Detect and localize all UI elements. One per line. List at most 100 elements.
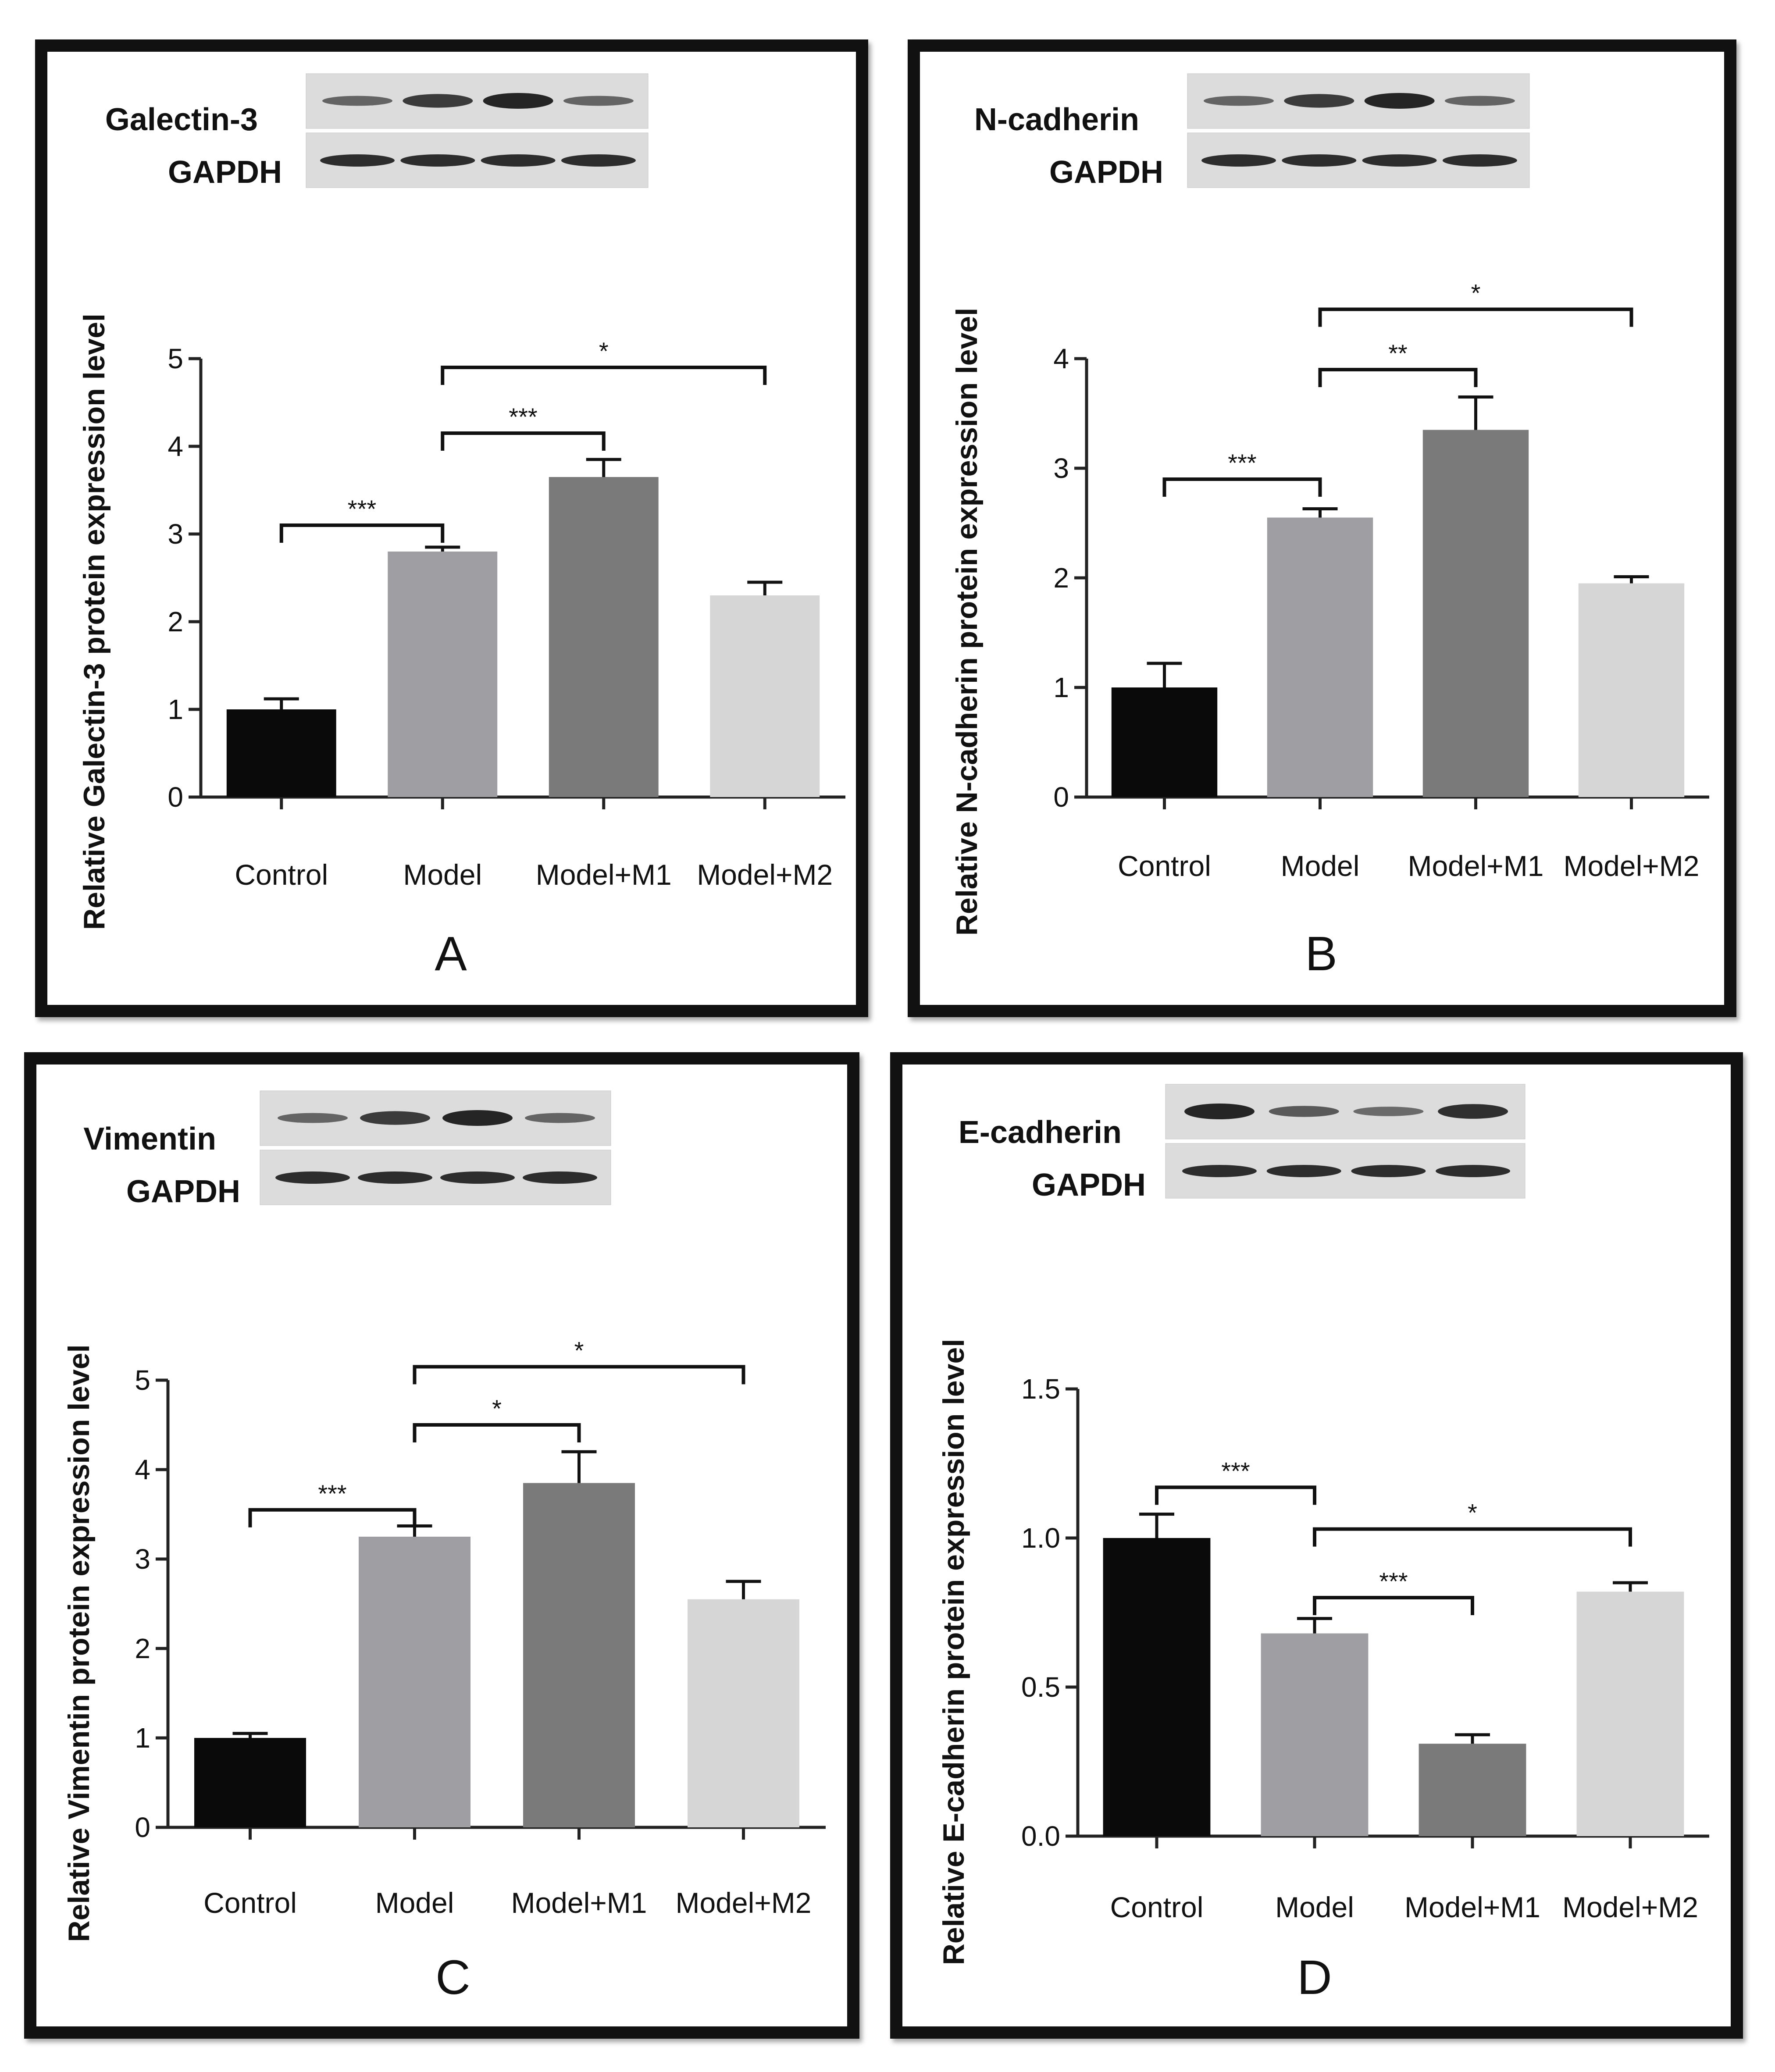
panel-b: N-cadherin GAPDH 0 1 2 3 4 Relative N-cadherin … (908, 39, 1736, 1017)
chart-c-significance-label: * (492, 1395, 502, 1422)
chart-d-category-label: Model (1275, 1891, 1354, 1923)
chart-c-category-label: Control (203, 1887, 297, 1919)
chart-b: N-cadherin GAPDH 0 1 2 3 4 Relative N-cadherin … (950, 73, 1709, 981)
chart-a-band-gapdh (481, 154, 556, 167)
chart-c-y-tick-label: 4 (135, 1454, 150, 1485)
chart-d-band-gapdh (1266, 1165, 1341, 1177)
chart-c-bar (688, 1599, 799, 1827)
chart-b-blot-label-target: N-cadherin (974, 102, 1139, 137)
chart-d-band-top (1353, 1107, 1424, 1116)
chart-d-bar (1261, 1633, 1369, 1836)
chart-b-y-axis-label: Relative N-cadherin protein expression l… (950, 308, 984, 936)
chart-c-y-tick-label: 2 (135, 1633, 150, 1664)
chart-a-significance-label: * (599, 337, 609, 365)
chart-b-band-top (1444, 96, 1515, 106)
chart-d-significance-bracket (1313, 1527, 1632, 1547)
chart-a-y-axis-label: Relative Galectin-3 protein expression l… (78, 313, 111, 930)
chart-b-y-tick-label: 2 (1053, 562, 1069, 594)
chart-c-category-label: Model+M2 (676, 1887, 812, 1919)
chart-d-band-top (1438, 1104, 1508, 1119)
chart-b-significance-bracket (1318, 368, 1478, 387)
chart-d-y-tick-label: 1.5 (1021, 1373, 1060, 1405)
chart-c-band-top (278, 1113, 348, 1123)
chart-a-bar (388, 552, 498, 797)
chart-d: E-cadherin GAPDH 0.0 0.5 1.0 1.5 Relative E-ca… (937, 1084, 1709, 2004)
chart-a-y-tick-label: 5 (168, 343, 183, 374)
chart-a-significance-bracket (441, 366, 767, 385)
chart-b-significance-label: ** (1388, 339, 1408, 367)
chart-d-bar (1419, 1744, 1526, 1836)
chart-d-significance-label: *** (1379, 1567, 1408, 1595)
chart-a-band-top (563, 96, 634, 106)
chart-b-bar (1111, 687, 1218, 797)
chart-a-band-gapdh (400, 154, 475, 167)
chart-a-band-gapdh (561, 154, 636, 167)
chart-a-significance-label: *** (348, 495, 376, 523)
chart-a-category-label: Model (403, 858, 482, 891)
chart-a-bar (226, 709, 336, 797)
chart-c: Vimentin GAPDH 0 1 2 3 4 5 Relative Vimentin pro… (62, 1090, 826, 2004)
chart-d-blot-label-gapdh: GAPDH (1032, 1168, 1146, 1203)
chart-c-band-gapdh (275, 1171, 350, 1184)
chart-a-band-top (322, 96, 392, 106)
chart-b-band-gapdh (1201, 154, 1276, 167)
chart-b-panel-letter: B (1305, 927, 1337, 981)
chart-b-y-tick-label: 4 (1053, 343, 1069, 374)
chart-c-y-tick-label: 1 (135, 1722, 150, 1754)
panel-d: E-cadherin GAPDH 0.0 0.5 1.0 1.5 Relative E-ca… (890, 1052, 1743, 2039)
chart-b-y-tick-label: 3 (1053, 452, 1069, 484)
chart-d-category-label: Model+M2 (1562, 1891, 1698, 1923)
chart-a-category-label: Model+M1 (536, 858, 672, 891)
chart-d-category-label: Control (1110, 1891, 1204, 1923)
chart-d-significance-bracket (1313, 1596, 1474, 1615)
chart-b-bar (1578, 583, 1685, 797)
chart-c-significance-bracket (248, 1508, 417, 1527)
chart-c-y-axis-label: Relative Vimentin protein expression lev… (62, 1344, 96, 1942)
chart-a-band-gapdh (320, 154, 395, 167)
chart-d-y-tick-label: 1.0 (1021, 1522, 1060, 1554)
chart-a-significance-bracket (441, 431, 606, 451)
chart-a-significance-bracket (279, 523, 445, 543)
chart-c-band-top (525, 1113, 595, 1123)
chart-c-blot-label-gapdh: GAPDH (126, 1174, 240, 1209)
chart-a-y-tick-label: 2 (168, 606, 183, 637)
chart-c-significance-bracket (413, 1365, 745, 1385)
chart-c-band-top (442, 1110, 513, 1126)
chart-c-category-label: Model+M1 (511, 1887, 647, 1919)
chart-b-significance-label: *** (1228, 449, 1256, 477)
chart-c-category-label: Model (375, 1887, 454, 1919)
chart-b-bar (1267, 517, 1373, 797)
chart-b-band-top (1284, 94, 1354, 108)
chart-a-blot-label-target: Galectin-3 (105, 102, 258, 137)
chart-d-band-top (1184, 1104, 1255, 1119)
chart-d-band-top (1269, 1106, 1339, 1117)
chart-b-bar (1422, 430, 1529, 797)
chart-c-significance-bracket (413, 1423, 581, 1442)
chart-b-band-gapdh (1442, 154, 1517, 167)
chart-b-band-top (1204, 96, 1274, 106)
chart-c-significance-label: * (574, 1336, 584, 1364)
chart-c-bar (359, 1537, 470, 1827)
chart-d-band-gapdh (1436, 1165, 1511, 1177)
chart-d-category-label: Model+M1 (1404, 1891, 1540, 1923)
chart-b-blot-label-gapdh: GAPDH (1049, 155, 1163, 190)
chart-c-panel-letter: C (435, 1951, 470, 2004)
chart-d-y-tick-label: 0.5 (1021, 1671, 1060, 1703)
chart-a-panel-letter: A (435, 927, 467, 981)
chart-b-category-label: Model+M1 (1408, 850, 1544, 882)
chart-b-category-label: Model+M2 (1564, 850, 1700, 882)
panel-a: Galectin-3 GAPDH 0 1 2 3 4 5 Relative Galectin-3… (35, 39, 868, 1017)
chart-c-bar (523, 1483, 635, 1827)
chart-b-significance-label: * (1471, 279, 1481, 307)
chart-d-significance-bracket (1155, 1485, 1316, 1505)
chart-b-significance-bracket (1162, 477, 1322, 497)
chart-c-y-tick-label: 3 (135, 1543, 150, 1575)
chart-a-y-tick-label: 0 (168, 781, 183, 813)
chart-c-band-gapdh (358, 1171, 432, 1184)
chart-b-category-label: Model (1281, 850, 1360, 882)
chart-a: Galectin-3 GAPDH 0 1 2 3 4 5 Relative Galectin-3… (78, 73, 845, 981)
chart-a-bar (710, 595, 820, 797)
chart-c-bar (194, 1738, 306, 1827)
chart-d-y-tick-label: 0.0 (1021, 1820, 1060, 1852)
chart-d-bar (1576, 1591, 1684, 1836)
